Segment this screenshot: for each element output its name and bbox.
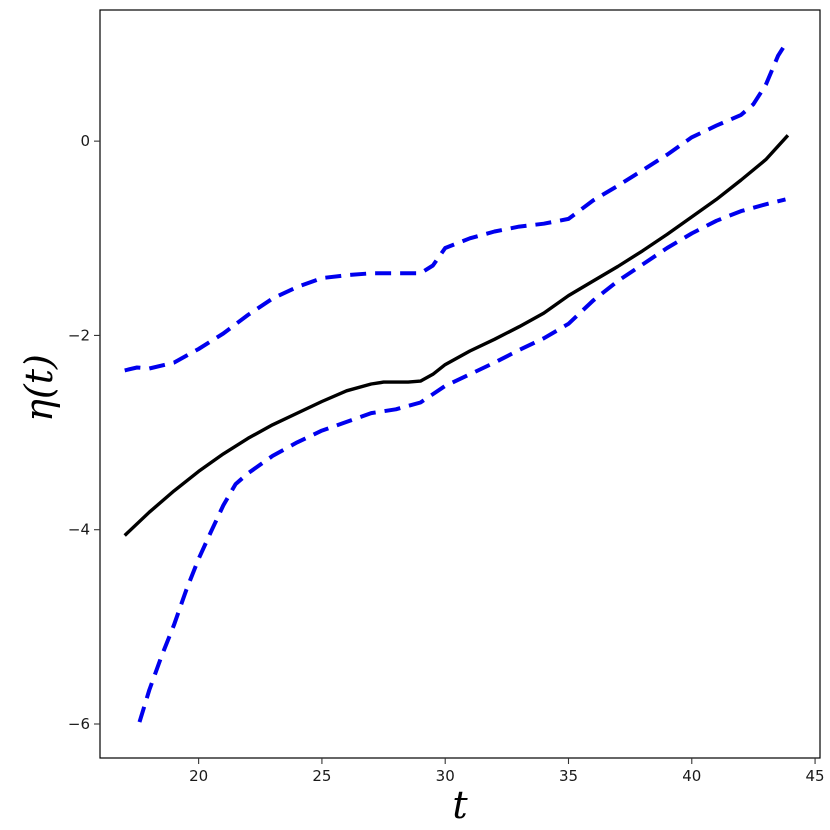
y-tick-label: −2 [68, 326, 90, 344]
series-layer [123, 42, 790, 723]
lower-band-line [137, 197, 786, 723]
y-tick-label: −6 [68, 715, 90, 733]
y-tick-label: 0 [80, 132, 90, 150]
plot-panel [99, 9, 821, 759]
y-tick-label: −4 [68, 521, 90, 539]
y-axis-title: η(t) [17, 354, 61, 422]
x-axis: 20 25 30 35 40 45 [189, 758, 825, 785]
x-tick-label: 30 [436, 767, 455, 785]
upper-band-line [124, 42, 788, 373]
x-axis-title: t [452, 783, 468, 827]
y-axis: 0 −2 −4 −6 [68, 132, 100, 733]
x-tick-label: 25 [312, 767, 331, 785]
x-tick-label: 20 [189, 767, 208, 785]
estimate-line [123, 134, 790, 537]
x-tick-label: 35 [559, 767, 578, 785]
x-tick-label: 45 [806, 767, 825, 785]
x-tick-label: 40 [682, 767, 701, 785]
